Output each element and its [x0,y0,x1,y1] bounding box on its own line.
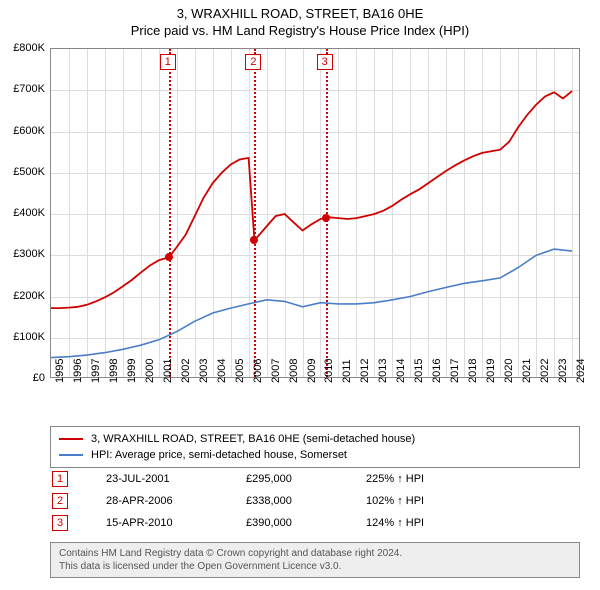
plot-area [50,48,580,378]
x-tick-label: 2003 [198,359,210,383]
x-tick-label: 2022 [539,359,551,383]
series-property [51,91,572,308]
sales-price: £338,000 [246,495,366,507]
y-tick-label: £400K [13,207,45,219]
y-tick-label: £100K [13,331,45,343]
chart-container: 3, WRAXHILL ROAD, STREET, BA16 0HE Price… [0,0,600,590]
x-tick-label: 1995 [54,359,66,383]
marker-badge: 1 [160,54,176,70]
marker-dot [322,214,330,222]
x-tick-label: 2010 [323,359,335,383]
marker-dot [165,253,173,261]
y-tick-label: £0 [33,372,45,384]
x-tick-label: 2021 [521,359,533,383]
sales-pct: 124% ↑ HPI [366,517,496,529]
x-tick-label: 2004 [216,359,228,383]
legend-label: 3, WRAXHILL ROAD, STREET, BA16 0HE (semi… [91,433,415,445]
y-tick-label: £200K [13,290,45,302]
footer-attribution: Contains HM Land Registry data © Crown c… [50,542,580,578]
x-tick-label: 2001 [162,359,174,383]
x-tick-label: 2005 [234,359,246,383]
y-tick-label: £800K [13,42,45,54]
page-subtitle: Price paid vs. HM Land Registry's House … [0,23,600,38]
marker-badge: 3 [317,54,333,70]
sales-pct: 102% ↑ HPI [366,495,496,507]
x-tick-label: 1999 [126,359,138,383]
x-tick-label: 2013 [377,359,389,383]
y-tick-label: £500K [13,166,45,178]
x-tick-label: 2000 [144,359,156,383]
marker-dot [250,236,258,244]
x-tick-label: 2015 [413,359,425,383]
x-tick-label: 2007 [270,359,282,383]
x-tick-label: 2018 [467,359,479,383]
legend-swatch [59,454,83,456]
legend: 3, WRAXHILL ROAD, STREET, BA16 0HE (semi… [50,426,580,468]
sales-price: £295,000 [246,473,366,485]
x-tick-label: 2002 [180,359,192,383]
sales-date: 28-APR-2006 [106,495,246,507]
x-tick-label: 1997 [90,359,102,383]
sales-badge: 1 [52,471,68,487]
x-tick-label: 2011 [341,359,353,383]
legend-row: HPI: Average price, semi-detached house,… [59,447,571,463]
x-tick-label: 2023 [557,359,569,383]
sales-date: 23-JUL-2001 [106,473,246,485]
x-tick-label: 1996 [72,359,84,383]
x-tick-label: 2006 [252,359,264,383]
legend-label: HPI: Average price, semi-detached house,… [91,449,347,461]
sales-row: 1 23-JUL-2001£295,000225% ↑ HPI [50,468,580,490]
x-tick-label: 2020 [503,359,515,383]
sales-row: 2 28-APR-2006£338,000102% ↑ HPI [50,490,580,512]
legend-swatch [59,438,83,440]
sales-badge: 3 [52,515,68,531]
sales-pct: 225% ↑ HPI [366,473,496,485]
chart-area: 123 £0£100K£200K£300K£400K£500K£600K£700… [50,48,580,378]
sales-date: 15-APR-2010 [106,517,246,529]
sales-row: 3 15-APR-2010£390,000124% ↑ HPI [50,512,580,534]
x-tick-label: 2017 [449,359,461,383]
series-hpi [51,249,572,358]
footer-line-1: Contains HM Land Registry data © Crown c… [59,547,571,560]
sales-price: £390,000 [246,517,366,529]
sales-badge: 2 [52,493,68,509]
y-tick-label: £300K [13,248,45,260]
title-block: 3, WRAXHILL ROAD, STREET, BA16 0HE Price… [0,0,600,40]
page-title: 3, WRAXHILL ROAD, STREET, BA16 0HE [0,6,600,21]
legend-row: 3, WRAXHILL ROAD, STREET, BA16 0HE (semi… [59,431,571,447]
sales-table: 1 23-JUL-2001£295,000225% ↑ HPI 2 28-APR-20… [50,468,580,534]
line-series [51,49,581,379]
x-tick-label: 2024 [575,359,587,383]
y-tick-label: £700K [13,83,45,95]
x-tick-label: 2019 [485,359,497,383]
footer-line-2: This data is licensed under the Open Gov… [59,560,571,573]
x-tick-label: 1998 [108,359,120,383]
x-tick-label: 2016 [431,359,443,383]
x-tick-label: 2014 [395,359,407,383]
x-tick-label: 2009 [306,359,318,383]
x-tick-label: 2008 [288,359,300,383]
y-tick-label: £600K [13,125,45,137]
marker-badge: 2 [245,54,261,70]
x-tick-label: 2012 [359,359,371,383]
